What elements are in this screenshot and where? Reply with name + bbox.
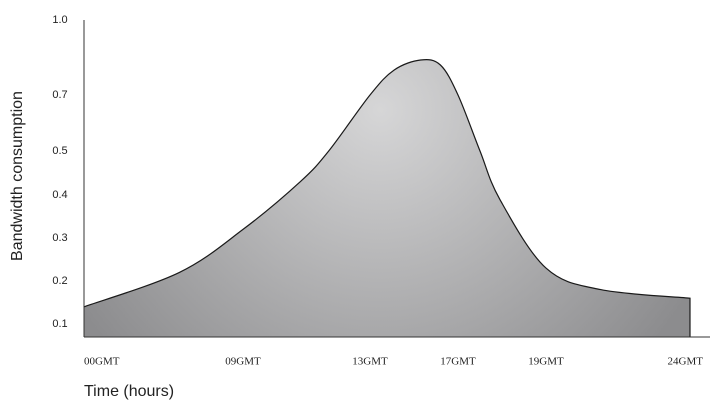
- x-tick-label: 17GMT: [440, 356, 476, 368]
- y-tick-label: 0.2: [52, 275, 67, 287]
- x-axis-label: Time (hours): [84, 383, 174, 400]
- x-tick-label: 19GMT: [528, 356, 564, 368]
- plot: [83, 59, 691, 338]
- area-outline: [83, 59, 691, 337]
- y-tick-label: 0.4: [52, 189, 67, 201]
- x-tick-label: 00GMT: [84, 356, 120, 368]
- y-tick-label: 0.3: [52, 232, 67, 244]
- y-tick-label: 1.0: [52, 14, 67, 26]
- y-tick-label: 0.1: [52, 318, 67, 330]
- x-tick-label: 24GMT: [668, 356, 704, 368]
- x-tick-label: 13GMT: [352, 356, 388, 368]
- y-tick-label: 0.5: [52, 145, 67, 157]
- area: [84, 59, 690, 338]
- y-axis-label: Bandwidth consumption: [9, 91, 26, 261]
- y-tick-label: 0.7: [52, 89, 67, 101]
- x-tick-label: 09GMT: [225, 356, 261, 368]
